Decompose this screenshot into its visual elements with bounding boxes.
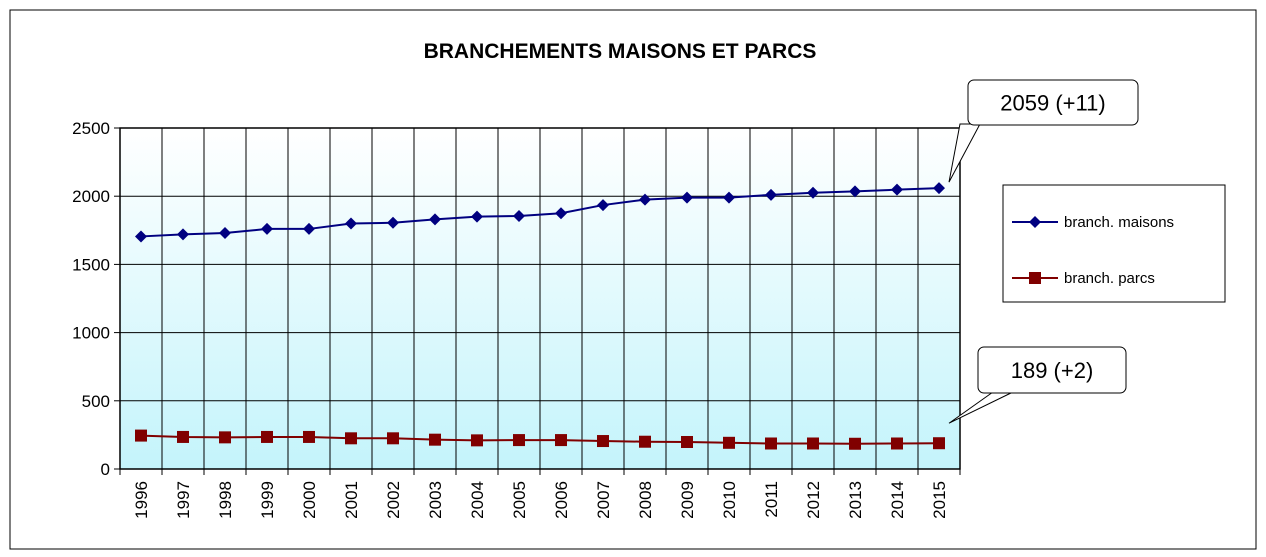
- marker: [765, 188, 777, 201]
- marker: [933, 437, 945, 450]
- marker: [513, 209, 525, 222]
- marker: [555, 207, 567, 220]
- legend-marker: [1029, 272, 1041, 284]
- y-tick-label: 1000: [72, 324, 110, 343]
- marker: [765, 437, 777, 450]
- marker: [639, 435, 651, 448]
- callout-box: [977, 346, 1127, 394]
- x-tick-label: 2002: [384, 481, 403, 519]
- x-tick-label: 2004: [468, 481, 487, 519]
- x-tick-label: 2011: [762, 481, 781, 518]
- marker: [639, 193, 651, 206]
- x-tick-label: 2003: [426, 481, 445, 519]
- marker: [681, 435, 693, 448]
- x-tick-label: 2015: [930, 481, 949, 519]
- chart-title: BRANCHEMENTS MAISONS ET PARCS: [424, 40, 817, 63]
- y-tick-label: 2000: [72, 187, 110, 206]
- legend-label: branch. maisons: [1064, 214, 1174, 231]
- legend-label: branch. parcs: [1064, 270, 1155, 287]
- marker: [723, 436, 735, 449]
- y-tick-label: 1500: [72, 255, 110, 274]
- marker: [345, 432, 357, 445]
- callout-box: [967, 79, 1139, 126]
- marker: [429, 433, 441, 446]
- marker: [219, 431, 231, 444]
- y-tick-label: 0: [101, 460, 110, 479]
- x-tick-label: 1996: [132, 481, 151, 519]
- marker: [387, 432, 399, 445]
- x-tick-label: 2007: [594, 481, 613, 519]
- x-tick-label: 1997: [174, 481, 193, 519]
- marker: [135, 429, 147, 442]
- marker: [219, 227, 231, 240]
- x-tick-label: 2005: [510, 481, 529, 519]
- marker: [345, 217, 357, 230]
- annotation: 2059 (+11): [1000, 91, 1105, 116]
- marker: [723, 191, 735, 204]
- annotation: 189 (+2): [1011, 358, 1094, 383]
- marker: [471, 434, 483, 447]
- marker: [849, 185, 861, 198]
- marker: [597, 199, 609, 212]
- x-tick-label: 2013: [846, 481, 865, 519]
- plot-border: [119, 127, 961, 470]
- marker: [429, 213, 441, 226]
- y-tick-label: 500: [82, 392, 110, 411]
- marker: [261, 222, 273, 235]
- marker: [303, 430, 315, 443]
- marker: [471, 210, 483, 223]
- marker: [555, 434, 567, 447]
- x-tick-label: 2014: [888, 481, 907, 519]
- series-line: [140, 187, 940, 238]
- y-tick-label: 2500: [72, 119, 110, 138]
- marker: [849, 437, 861, 450]
- marker: [387, 216, 399, 229]
- x-tick-label: 1998: [216, 481, 235, 519]
- x-tick-label: 2010: [720, 481, 739, 519]
- x-tick-label: 2012: [804, 481, 823, 519]
- marker: [135, 230, 147, 243]
- marker: [177, 228, 189, 241]
- series-line: [140, 434, 940, 445]
- x-tick-label: 1999: [258, 481, 277, 519]
- legend-marker: [1029, 216, 1041, 228]
- marker: [177, 430, 189, 443]
- marker: [261, 430, 273, 443]
- x-tick-label: 2001: [342, 481, 361, 519]
- marker: [513, 434, 525, 447]
- marker: [807, 186, 819, 199]
- marker: [891, 183, 903, 196]
- marker: [597, 435, 609, 448]
- marker: [807, 437, 819, 450]
- marker: [891, 437, 903, 450]
- x-tick-label: 2008: [636, 481, 655, 519]
- marker: [933, 182, 945, 195]
- x-tick-label: 2009: [678, 481, 697, 519]
- marker: [681, 191, 693, 204]
- x-tick-label: 2000: [300, 481, 319, 519]
- x-tick-label: 2006: [552, 481, 571, 519]
- marker: [303, 222, 315, 235]
